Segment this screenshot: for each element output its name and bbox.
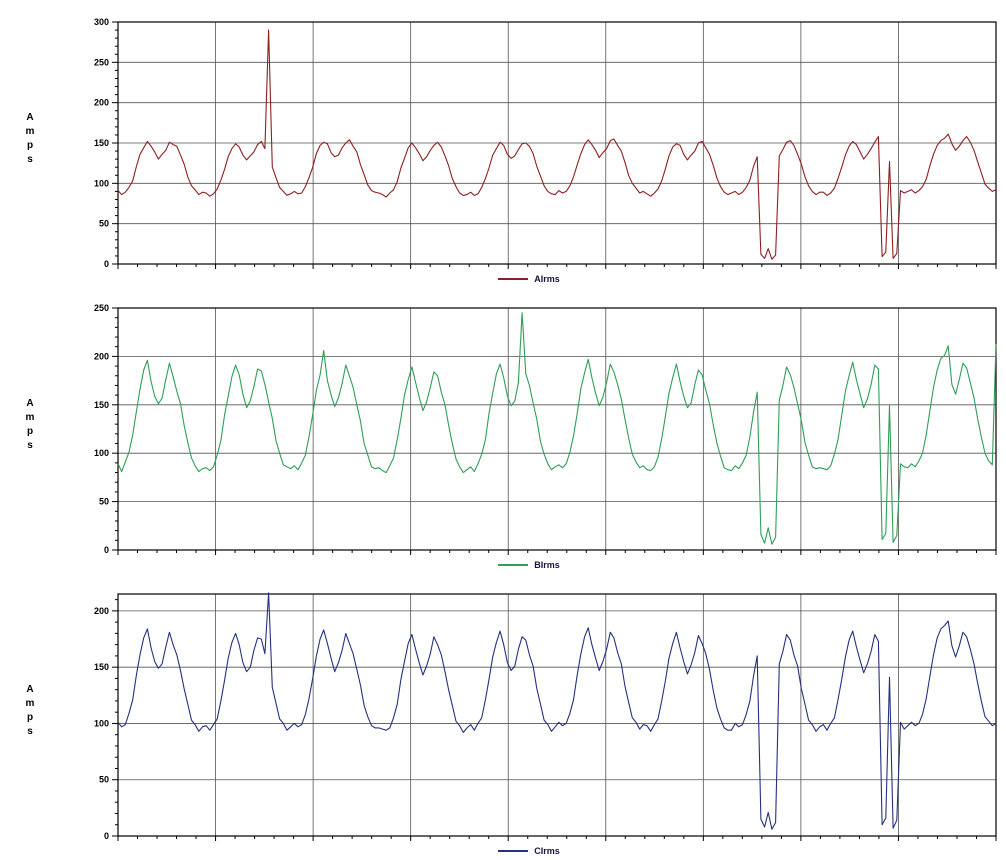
- chart-canvas: 0 50 100 150 200: [94, 592, 997, 841]
- chart-block-birms: Amps 0 50 100 150 200 250 BIrms: [0, 296, 1006, 574]
- grid: [118, 22, 996, 264]
- plot-border: [117, 307, 997, 551]
- y-tick-label: 50: [99, 219, 109, 229]
- series-line-CIrms: [117, 592, 997, 830]
- y-tick-label: 100: [94, 178, 109, 188]
- y-axis-label: Amps: [24, 684, 36, 740]
- plot-area-cirms: 0 50 100 150 200: [60, 582, 1006, 842]
- legend-birms: BIrms: [0, 556, 1006, 574]
- y-tick-label: 0: [104, 259, 109, 269]
- y-tick-label: 150: [94, 400, 109, 410]
- y-axis-label-column: Amps: [0, 10, 60, 270]
- chart-block-airms: Amps 0 50 100 150 200 250 300 AIrms: [0, 10, 1006, 288]
- plot-border: [117, 593, 997, 837]
- y-tick-label: 200: [94, 98, 109, 108]
- y-tick-label: 50: [99, 497, 109, 507]
- axis-ticks: 0 50 100 150 200 250: [94, 303, 997, 555]
- chart-canvas: 0 50 100 150 200 250: [94, 303, 997, 555]
- grid: [118, 308, 996, 550]
- legend-line-marker: [498, 564, 529, 566]
- legend-label: AIrms: [534, 274, 560, 284]
- plot-area-airms: 0 50 100 150 200 250 300: [60, 10, 1006, 270]
- plot-border: [117, 21, 997, 265]
- series-line-BIrms: [117, 312, 997, 545]
- y-axis-label-column: Amps: [0, 582, 60, 842]
- chart-block-cirms: Amps 0 50 100 150 200 CIrms: [0, 582, 1006, 860]
- y-tick-label: 250: [94, 57, 109, 67]
- legend-line-marker: [498, 278, 529, 280]
- y-tick-label: 100: [94, 448, 109, 458]
- chart-row: Amps 0 50 100 150 200 250: [0, 296, 1006, 556]
- chart-row: Amps 0 50 100 150 200 250 300: [0, 10, 1006, 270]
- y-tick-label: 200: [94, 606, 109, 616]
- legend-label: BIrms: [534, 560, 560, 570]
- grid: [118, 594, 996, 836]
- y-tick-label: 150: [94, 662, 109, 672]
- y-tick-label: 200: [94, 351, 109, 361]
- y-axis-label-column: Amps: [0, 296, 60, 556]
- y-axis-label: Amps: [24, 398, 36, 454]
- y-tick-label: 50: [99, 775, 109, 785]
- y-tick-label: 100: [94, 718, 109, 728]
- plot-area-birms: 0 50 100 150 200 250: [60, 296, 1006, 556]
- y-tick-label: 300: [94, 17, 109, 27]
- legend-cirms: CIrms: [0, 842, 1006, 860]
- series-line-AIrms: [117, 29, 997, 260]
- y-tick-label: 150: [94, 138, 109, 148]
- y-tick-label: 0: [104, 545, 109, 555]
- chart-row: Amps 0 50 100 150 200: [0, 582, 1006, 842]
- y-tick-label: 250: [94, 303, 109, 313]
- legend-line-marker: [498, 850, 529, 852]
- y-axis-label: Amps: [24, 112, 36, 168]
- legend-airms: AIrms: [0, 270, 1006, 288]
- y-tick-label: 0: [104, 831, 109, 841]
- legend-label: CIrms: [534, 846, 560, 856]
- chart-canvas: 0 50 100 150 200 250 300: [94, 17, 997, 269]
